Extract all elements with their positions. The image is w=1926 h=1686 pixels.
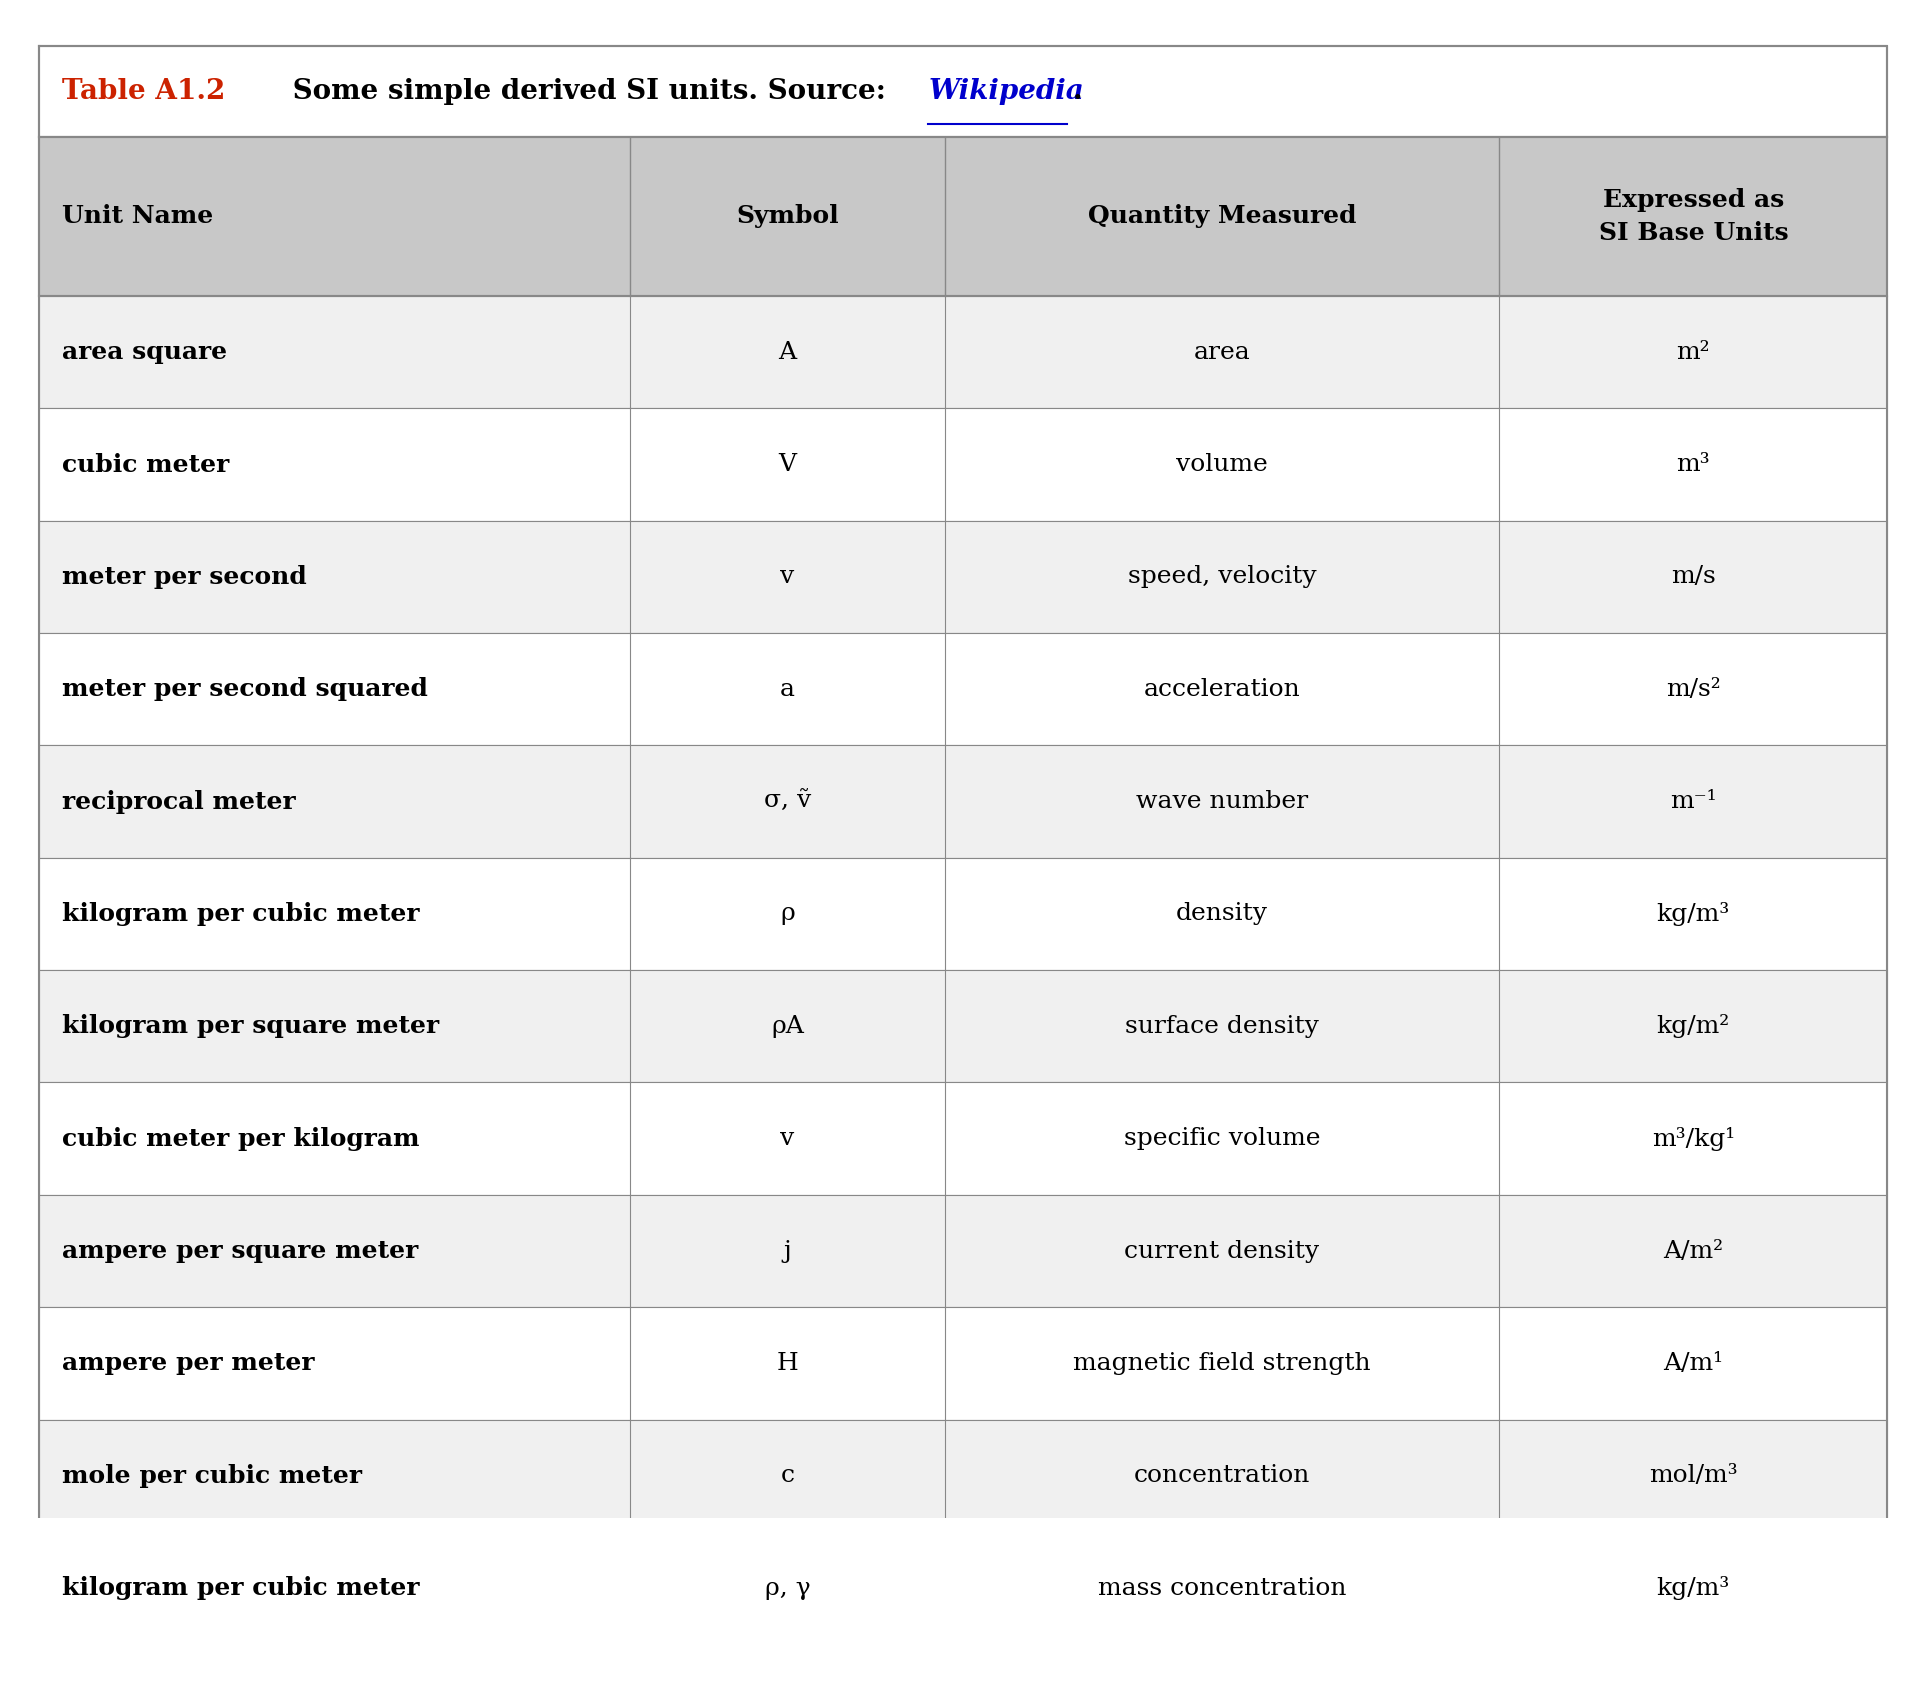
Text: wave number: wave number [1136, 791, 1308, 813]
Text: cubic meter per kilogram: cubic meter per kilogram [62, 1126, 420, 1150]
Text: m/s: m/s [1672, 565, 1716, 588]
Text: specific volume: specific volume [1123, 1128, 1319, 1150]
Text: magnetic field strength: magnetic field strength [1073, 1352, 1371, 1374]
FancyBboxPatch shape [39, 1195, 1887, 1307]
Text: H: H [776, 1352, 797, 1374]
Text: σ, ṽ: σ, ṽ [765, 791, 811, 813]
Text: kilogram per cubic meter: kilogram per cubic meter [62, 902, 420, 926]
Text: j: j [784, 1239, 792, 1263]
Text: kg/m³: kg/m³ [1656, 1576, 1730, 1600]
Text: ampere per meter: ampere per meter [62, 1352, 314, 1376]
Text: A: A [778, 341, 797, 364]
Text: v: v [780, 1128, 794, 1150]
Text: mole per cubic meter: mole per cubic meter [62, 1463, 362, 1487]
FancyBboxPatch shape [39, 969, 1887, 1082]
FancyBboxPatch shape [39, 1533, 1887, 1644]
Text: A/m²: A/m² [1664, 1239, 1724, 1263]
Text: ρ: ρ [780, 902, 795, 926]
Text: kilogram per cubic meter: kilogram per cubic meter [62, 1576, 420, 1600]
Text: m³: m³ [1676, 454, 1710, 475]
Text: area square: area square [62, 341, 227, 364]
FancyBboxPatch shape [39, 408, 1887, 521]
Text: density: density [1177, 902, 1267, 926]
FancyBboxPatch shape [39, 1082, 1887, 1195]
FancyBboxPatch shape [39, 137, 1887, 297]
Text: v: v [780, 565, 794, 588]
Text: m⁻¹: m⁻¹ [1670, 791, 1716, 813]
FancyBboxPatch shape [39, 46, 1887, 137]
Text: reciprocal meter: reciprocal meter [62, 789, 295, 814]
Text: volume: volume [1177, 454, 1267, 475]
Text: cubic meter: cubic meter [62, 452, 229, 477]
Text: ρA: ρA [770, 1015, 803, 1039]
FancyBboxPatch shape [39, 858, 1887, 969]
Text: meter per second squared: meter per second squared [62, 678, 428, 701]
Text: a: a [780, 678, 795, 701]
Text: V: V [778, 454, 795, 475]
Text: m/s²: m/s² [1666, 678, 1720, 701]
Text: A/m¹: A/m¹ [1664, 1352, 1724, 1374]
Text: concentration: concentration [1134, 1463, 1310, 1487]
FancyBboxPatch shape [39, 1420, 1887, 1533]
Text: .: . [1073, 78, 1082, 105]
Text: Symbol: Symbol [736, 204, 838, 228]
Text: kilogram per square meter: kilogram per square meter [62, 1015, 439, 1039]
FancyBboxPatch shape [39, 1307, 1887, 1420]
Text: mass concentration: mass concentration [1098, 1576, 1346, 1600]
FancyBboxPatch shape [39, 297, 1887, 408]
Text: mol/m³: mol/m³ [1649, 1463, 1737, 1487]
Text: Unit Name: Unit Name [62, 204, 214, 228]
Text: c: c [780, 1463, 794, 1487]
Text: surface density: surface density [1125, 1015, 1319, 1039]
Text: m²: m² [1676, 341, 1710, 364]
FancyBboxPatch shape [39, 521, 1887, 634]
Text: ρ, γ: ρ, γ [765, 1576, 811, 1600]
Text: ampere per square meter: ampere per square meter [62, 1239, 418, 1263]
Text: speed, velocity: speed, velocity [1127, 565, 1315, 588]
FancyBboxPatch shape [39, 634, 1887, 745]
Text: Expressed as
SI Base Units: Expressed as SI Base Units [1599, 187, 1787, 244]
Text: acceleration: acceleration [1144, 678, 1300, 701]
Text: kg/m³: kg/m³ [1656, 902, 1730, 926]
Text: m³/kg¹: m³/kg¹ [1653, 1126, 1735, 1150]
Text: meter per second: meter per second [62, 565, 306, 588]
Text: current density: current density [1125, 1239, 1319, 1263]
FancyBboxPatch shape [39, 745, 1887, 858]
Text: Quantity Measured: Quantity Measured [1088, 204, 1356, 228]
Text: kg/m²: kg/m² [1656, 1015, 1730, 1039]
Text: area: area [1194, 341, 1250, 364]
FancyBboxPatch shape [39, 1644, 1887, 1686]
Text: Some simple derived SI units. Source:: Some simple derived SI units. Source: [283, 78, 896, 105]
Text: Table A1.2: Table A1.2 [62, 78, 225, 105]
Text: Wikipedia: Wikipedia [928, 78, 1084, 105]
